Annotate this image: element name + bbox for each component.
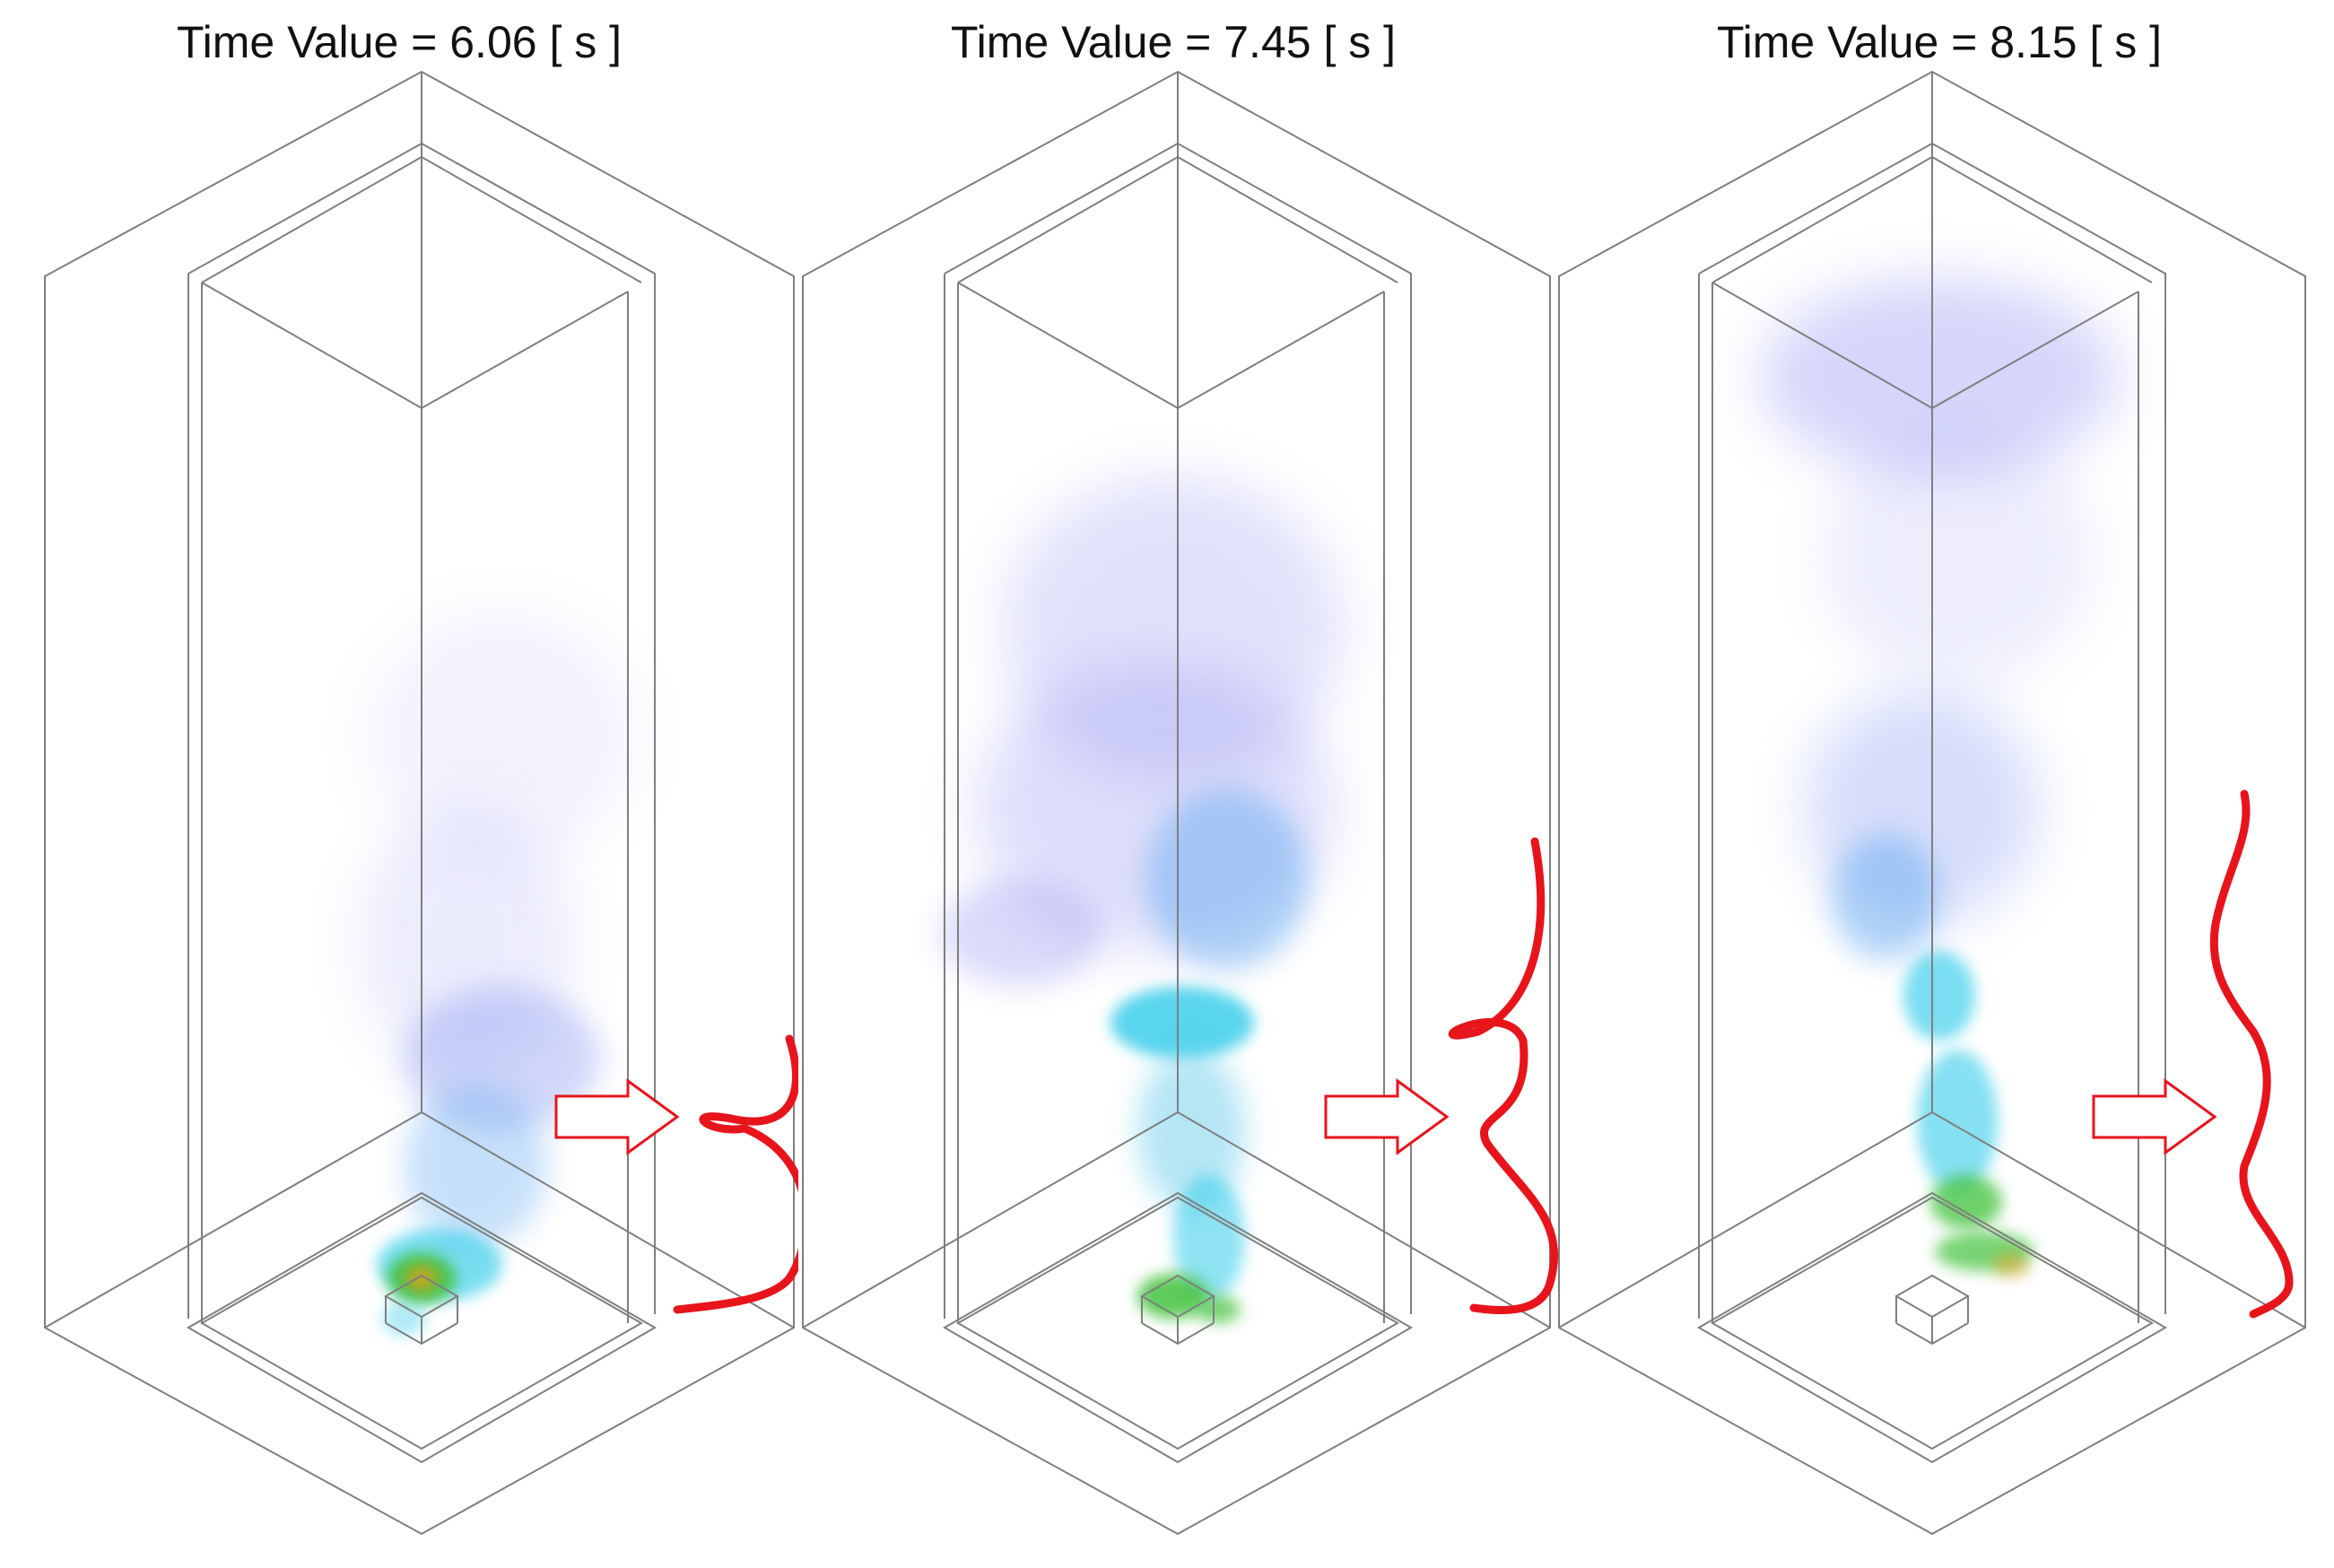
panel-3-drawing — [1558, 70, 2306, 1536]
panel-2-plume — [940, 475, 1344, 1323]
panel-3-wireframe — [1558, 70, 2306, 1536]
panel-3-title: Time Value = 8.15 [ s ] — [1716, 17, 2163, 67]
panel-2-velocity-profile — [1448, 837, 1558, 1315]
panel-3: Time Value = 8.15 [ s ] — [1545, 0, 2334, 1568]
panel-1-title: Time Value = 6.06 [ s ] — [176, 17, 623, 67]
panel-3-velocity-profile — [2209, 789, 2294, 1319]
panel-2-drawing — [802, 70, 1558, 1536]
panel-2-wireframe — [802, 70, 1551, 1536]
panel-1-wireframe — [44, 70, 795, 1536]
panel-1-velocity-profile — [673, 1034, 798, 1314]
panel-2: Time Value = 7.45 [ s ] — [779, 0, 1568, 1568]
panel-2-title: Time Value = 7.45 [ s ] — [950, 17, 1397, 67]
panel-1-plume — [359, 610, 637, 1337]
panel-1-drawing — [44, 70, 798, 1536]
panel-3-flow-arrow — [2092, 1078, 2217, 1155]
panel-3-plume — [1760, 278, 2119, 1277]
panel-1-flow-arrow — [554, 1078, 680, 1155]
panel-2-flow-arrow — [1324, 1078, 1450, 1155]
panel-1: Time Value = 6.06 [ s ] — [0, 0, 798, 1568]
